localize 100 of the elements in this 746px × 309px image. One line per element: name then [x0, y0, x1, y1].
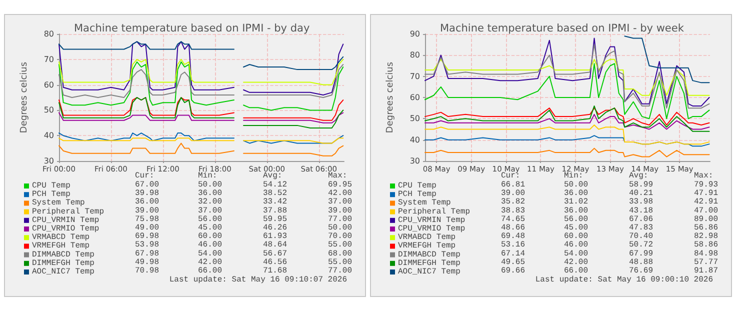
legend-label: DIMMEFGH Temp: [398, 258, 461, 268]
text: 69.95: [328, 180, 352, 190]
text: 76.69: [629, 266, 654, 276]
y-tick-label: 80: [44, 30, 54, 38]
text: Avg:: [263, 172, 282, 180]
text: 56.00: [564, 214, 588, 224]
y-tick-label: 40: [44, 131, 54, 140]
text: 47.00: [694, 206, 718, 216]
text: 66.81: [501, 180, 526, 190]
chart-title: Machine temperature based on IPMI - by week: [440, 22, 685, 34]
text: 36.00: [135, 198, 160, 207]
y-tick-label: 40: [410, 135, 420, 144]
text: 53.16: [501, 240, 526, 250]
text: 84.98: [694, 249, 718, 258]
legend-label: CPU_VRMIO Temp: [32, 224, 100, 234]
text: 89.00: [694, 214, 718, 224]
text: 60.00: [564, 232, 588, 242]
text: 67.99: [629, 249, 654, 258]
text: 69.66: [501, 266, 526, 276]
legend-label: Peripheral Temp: [398, 207, 470, 216]
y-tick-label: 50: [44, 106, 54, 115]
line-series: [424, 58, 710, 96]
legend-label: DIMMABCD Temp: [398, 250, 461, 260]
text: 35.82: [501, 198, 526, 207]
text: 48.66: [501, 224, 526, 232]
text: 75.98: [135, 214, 160, 224]
text: 74.65: [501, 214, 526, 224]
text: 58.99: [629, 180, 654, 190]
text: 37.00: [328, 198, 352, 207]
text: 79.93: [694, 180, 718, 190]
text: 48.64: [263, 240, 288, 250]
y-axis-title: Degrees celcius: [386, 62, 396, 134]
legend-label: CPU_VRMIO Temp: [398, 224, 466, 234]
text: 49.00: [135, 224, 160, 232]
text: 37.00: [198, 206, 222, 216]
legend-label: CPU Temp: [398, 182, 437, 190]
legend-label: CPU_VRMIN Temp: [398, 216, 466, 225]
legend-label: VRMABCD Temp: [398, 233, 456, 242]
text: 47.91: [694, 189, 718, 198]
text: 45.00: [564, 224, 588, 232]
text: 40.21: [629, 189, 654, 198]
y-tick-label: 30: [44, 156, 54, 166]
text: 49.65: [501, 258, 526, 267]
text: 39.00: [501, 189, 526, 198]
text: Max:: [328, 172, 348, 180]
text: 70.98: [135, 266, 160, 276]
legend-label: AOC_NIC7 Temp: [32, 268, 95, 276]
text: 66.00: [198, 266, 222, 276]
text: Last update: Sat May 16 09:00:10 2026: [535, 276, 714, 284]
text: 57.77: [694, 258, 718, 267]
y-tick-label: 70: [44, 54, 54, 64]
legend-label: Peripheral Temp: [32, 207, 104, 216]
legend-label: PCH Temp: [32, 190, 71, 200]
text: Last update: Sat May 16 09:10:07 2026: [169, 276, 348, 284]
text: 38.52: [263, 189, 288, 198]
text: 48.88: [629, 258, 654, 267]
text: Cur:: [135, 172, 154, 180]
text: 56.67: [263, 249, 288, 258]
y-axis-title: Degrees celcius: [20, 62, 30, 134]
text: 31.02: [564, 198, 588, 207]
text: 42.00: [198, 258, 222, 267]
text: 46.26: [263, 224, 288, 232]
line-series: [424, 108, 710, 126]
text: 82.98: [694, 232, 718, 242]
legend-label: DIMMEFGH Temp: [32, 258, 95, 268]
text: 43.18: [629, 206, 654, 216]
line-series: [424, 124, 710, 145]
line-series: [424, 63, 710, 120]
text: 77.00: [328, 214, 352, 224]
text: 67.06: [629, 214, 654, 224]
text: 70.00: [328, 232, 352, 242]
text: Cur:: [501, 172, 520, 180]
text: 55.00: [328, 240, 352, 250]
text: 53.98: [135, 240, 160, 250]
legend-label: CPU Temp: [32, 182, 71, 190]
text: 33.42: [263, 198, 288, 207]
legend-label: System Temp: [32, 198, 86, 208]
text: 50.00: [564, 180, 588, 190]
y-tick-label: 90: [410, 30, 420, 38]
text: 54.00: [198, 249, 222, 258]
y-tick-label: 80: [410, 50, 420, 60]
text: 39.00: [135, 206, 160, 216]
legend-label: VRMEFGH Temp: [398, 242, 456, 251]
text: 50.00: [198, 180, 222, 190]
text: 42.00: [564, 258, 588, 267]
text: 36.00: [198, 189, 222, 198]
legend-label: VRMABCD Temp: [32, 233, 90, 242]
text: 50.00: [328, 224, 352, 232]
text: 61.93: [263, 232, 288, 242]
text: 56.00: [198, 214, 222, 224]
text: 71.68: [263, 266, 288, 276]
text: Min:: [198, 172, 218, 180]
text: 42.00: [328, 189, 352, 198]
text: 58.86: [694, 240, 718, 250]
text: 37.88: [263, 206, 288, 216]
text: 50.72: [629, 240, 654, 250]
text: 46.00: [198, 240, 222, 250]
legend-label: DIMMABCD Temp: [32, 250, 95, 260]
text: Max:: [694, 172, 714, 180]
line-series: [424, 105, 710, 132]
